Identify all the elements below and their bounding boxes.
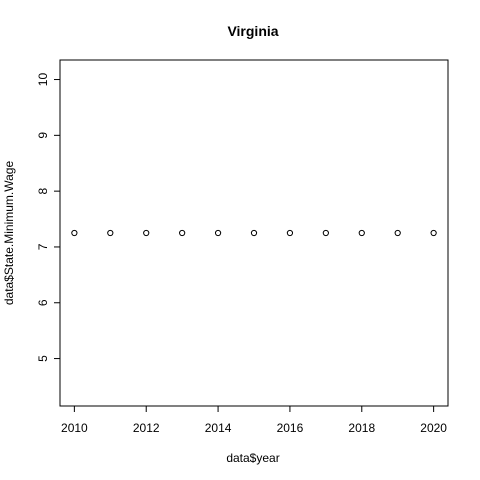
x-tick-label: 2016 (277, 421, 304, 435)
data-point (107, 229, 114, 237)
data-point (430, 229, 437, 237)
y-tick-label: 9 (36, 132, 50, 139)
y-axis: 5 6 7 8 9 10 (36, 73, 60, 362)
y-tick-label: 7 (36, 243, 50, 250)
x-tick-label: 2010 (61, 421, 88, 435)
data-point (286, 229, 294, 237)
data-point (250, 229, 258, 237)
data-point (71, 229, 78, 237)
x-tick-label: 2014 (205, 421, 232, 435)
y-tick-label: 5 (36, 355, 50, 362)
chart-title: Virginia (227, 23, 278, 39)
x-tick-label: 2020 (420, 421, 447, 435)
y-tick-label: 8 (36, 187, 50, 194)
x-axis-label: data$year (226, 451, 279, 465)
plot-frame (59, 59, 449, 407)
data-point (143, 229, 150, 237)
y-axis-label: data$State.Minimum.Wage (2, 161, 16, 306)
x-tick-label: 2012 (133, 421, 160, 435)
data-point (322, 229, 329, 237)
data-point (358, 229, 365, 237)
data-point (214, 229, 222, 237)
x-tick-label: 2018 (348, 421, 375, 435)
data-points (71, 229, 437, 237)
data-point (394, 229, 401, 237)
y-tick-label: 10 (36, 73, 50, 87)
data-point (179, 229, 186, 237)
y-tick-label: 6 (36, 299, 50, 306)
x-axis: 2010 2012 2014 2016 2018 2020 (61, 406, 447, 435)
